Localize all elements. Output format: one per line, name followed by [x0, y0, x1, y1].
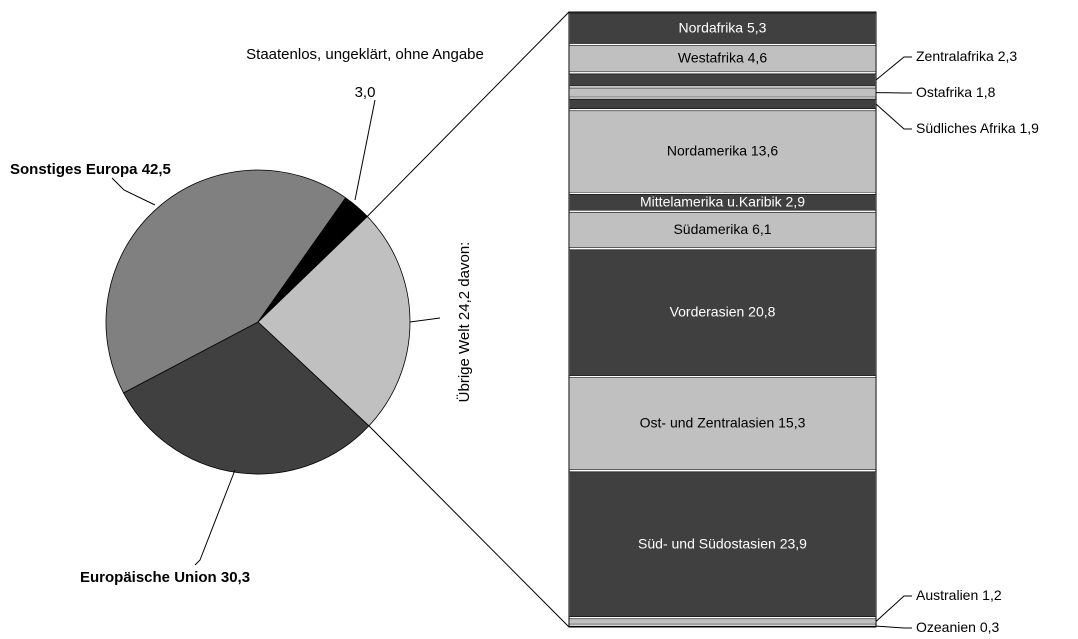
leader-line	[875, 56, 912, 81]
bar-label: Ostafrika 1,8	[916, 84, 996, 100]
bar-label-name: Zentralafrika	[916, 48, 994, 64]
bar-label: Südamerika 6,1	[673, 221, 771, 237]
bar-label-name: Vorderasien	[670, 303, 745, 319]
bar-label-name: Ostafrika	[916, 84, 972, 100]
connector-line	[366, 11, 570, 217]
bar-outline	[568, 11, 877, 628]
pie-slice	[257, 215, 411, 427]
pie-label: Europäische Union 30,3	[80, 569, 250, 586]
pie-label-value: 42,5	[142, 161, 171, 178]
bar-label: Ozeanien 0,3	[916, 619, 1000, 635]
bar-label-name: Nordamerika	[667, 142, 747, 158]
leader-line	[409, 317, 441, 323]
pie-label-name: Europäische Union	[80, 569, 217, 586]
bar-label-value: 15,3	[778, 414, 805, 430]
bar-label-name: Mittelamerika u.Karibik	[640, 193, 783, 209]
leader-line	[875, 595, 912, 622]
bar-label-value: 2,3	[998, 48, 1018, 64]
bar-segment	[568, 375, 877, 472]
bar-segment	[568, 72, 877, 88]
bar-label: Nordafrika 5,3	[679, 19, 767, 35]
bar-label-name: Nordafrika	[679, 19, 744, 35]
bar-label: Zentralafrika 2,3	[916, 48, 1017, 64]
bar-label: Vorderasien 20,8	[670, 303, 776, 319]
bar-label-value: 2,9	[786, 193, 806, 209]
bar-label-value: 4,6	[748, 49, 768, 65]
bar-label: Westafrika 4,6	[678, 49, 767, 65]
bar-label: Nordamerika 13,6	[667, 142, 778, 158]
pie-slice	[105, 169, 347, 394]
annotation: davon:	[456, 242, 473, 287]
bar-label-value: 1,8	[976, 84, 996, 100]
bar-label-value: 20,8	[748, 303, 775, 319]
bar-label-name: Süd- und Südostasien	[638, 535, 776, 551]
bar-label-name: Ost- und Zentralasien	[640, 414, 775, 430]
bar-label-name: Ozeanien	[916, 619, 976, 635]
bar-segment	[568, 109, 877, 195]
bar-label-name: Westafrika	[678, 49, 744, 65]
bar-label-value: 0,3	[980, 619, 1000, 635]
leader-line	[354, 99, 376, 201]
bar-label-value: 5,3	[747, 19, 767, 35]
pie-slice	[123, 321, 370, 475]
bar-segment	[568, 470, 877, 619]
bar-segment	[568, 97, 877, 111]
pie-label: Staatenlos, ungeklärt, ohne Angabe 3,0	[235, 36, 495, 112]
pie-label-name: Übrige Welt	[455, 323, 473, 402]
bar-label-value: 1,2	[982, 587, 1002, 603]
bar-label: Südliches Afrika 1,9	[916, 120, 1039, 136]
leader-line	[875, 625, 912, 629]
bar-label-value: 1,9	[1020, 120, 1040, 136]
bar-label-value: 13,6	[751, 142, 778, 158]
bar-segment	[568, 248, 877, 378]
pie-label-value: 24,2	[456, 291, 473, 320]
connector-line	[368, 425, 570, 628]
bar-label-name: Australien	[916, 587, 978, 603]
bar-label-value: 23,9	[780, 535, 807, 551]
pie-label-name: Sonstiges Europa	[10, 161, 138, 178]
bar-label-value: 6,1	[752, 221, 772, 237]
leader-line	[194, 469, 236, 566]
pie-label-value: 3,0	[354, 84, 376, 101]
bar-label-name: Südamerika	[673, 221, 748, 237]
pie-label: Übrige Welt 24,2 davon:	[455, 242, 473, 403]
leader-line	[111, 177, 156, 206]
bar-label: Mittelamerika u.Karibik 2,9	[640, 193, 805, 209]
pie-label-name: Staatenlos, ungeklärt, ohne Angabe	[246, 46, 484, 63]
pie-label: Sonstiges Europa 42,5	[10, 161, 171, 178]
bar-label-name: Südliches Afrika	[916, 120, 1016, 136]
bar-label: Süd- und Südostasien 23,9	[638, 535, 807, 551]
pie-label-value: 30,3	[221, 569, 250, 586]
bar-label: Australien 1,2	[916, 587, 1002, 603]
bar-label: Ost- und Zentralasien 15,3	[640, 414, 806, 430]
bar-segment	[568, 86, 877, 99]
leader-line	[875, 103, 912, 130]
